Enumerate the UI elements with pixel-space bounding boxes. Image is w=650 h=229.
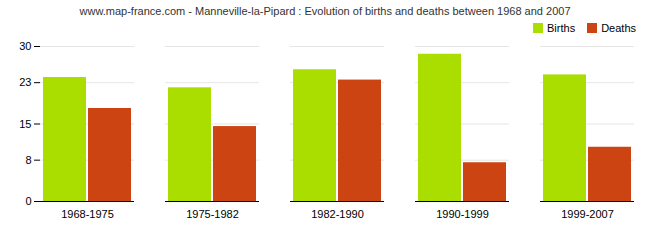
- svg-text:1990-1999: 1990-1999: [436, 208, 489, 220]
- svg-text:8: 8: [25, 154, 31, 166]
- svg-text:15: 15: [19, 118, 31, 130]
- html-text:Deaths: Deaths: [601, 22, 636, 34]
- html-text:www.map-france.com - Mannevill: www.map-france.com - Manneville-la-Pipar…: [79, 5, 571, 17]
- svg-text:30: 30: [19, 40, 31, 52]
- svg-text:1975-1982: 1975-1982: [186, 208, 239, 220]
- svg-text:1999-2007: 1999-2007: [561, 208, 614, 220]
- svg-text:0: 0: [25, 195, 31, 207]
- svg-text:1968-1975: 1968-1975: [61, 208, 114, 220]
- svg-text:23: 23: [19, 76, 31, 88]
- html-text:Births: Births: [547, 22, 576, 34]
- svg-text:1982-1990: 1982-1990: [311, 208, 364, 220]
